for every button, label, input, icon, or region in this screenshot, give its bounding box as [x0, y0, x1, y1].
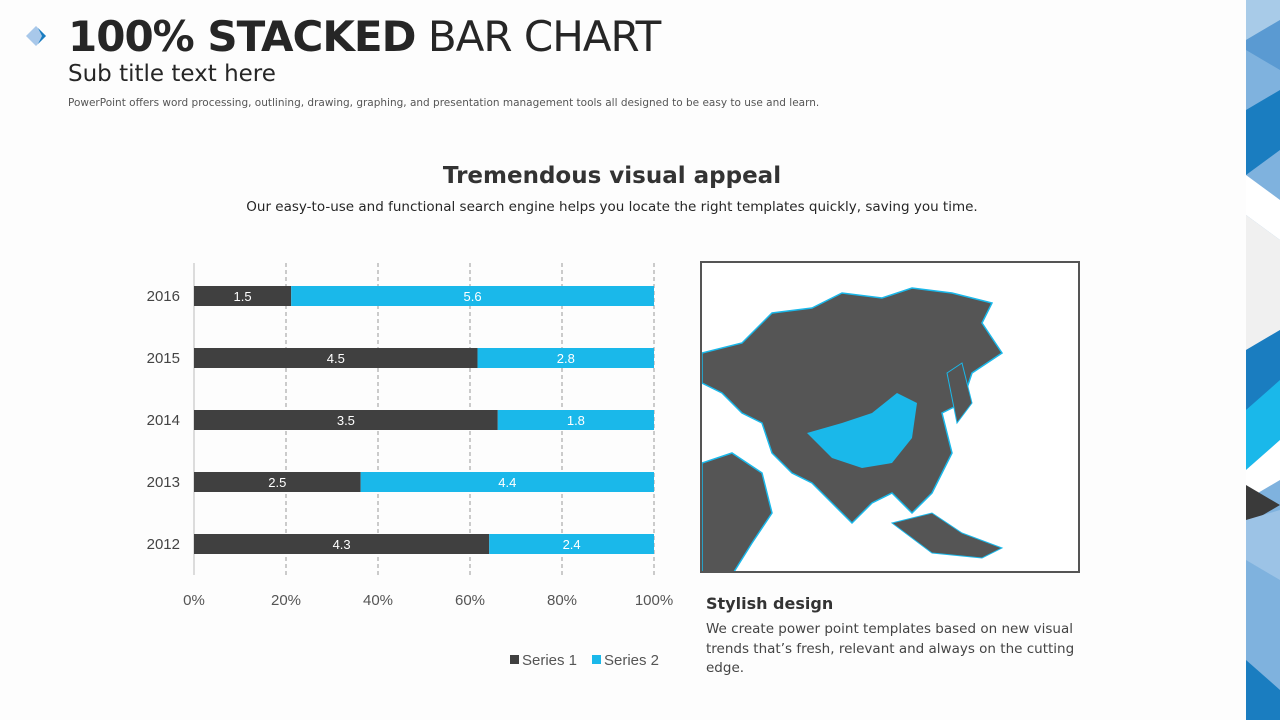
legend-label: Series 1 — [522, 652, 577, 669]
data-label: 4.4 — [498, 475, 516, 490]
title-bold: 100% STACKED — [68, 12, 416, 61]
data-label: 2.4 — [563, 537, 581, 552]
x-tick-label: 0% — [183, 592, 205, 609]
y-tick-label: 2015 — [147, 350, 180, 367]
legend-swatch — [510, 655, 519, 664]
bar-segment-1 — [194, 348, 478, 368]
data-label: 5.6 — [464, 289, 482, 304]
bar-segment-2 — [477, 348, 654, 368]
bar-segment-2 — [489, 534, 654, 554]
bar-segment-1 — [194, 286, 292, 306]
bar-segment-1 — [194, 534, 490, 554]
legend-label: Series 2 — [604, 652, 659, 669]
side-text: We create power point templates based on… — [706, 621, 1075, 676]
data-label: 4.5 — [327, 351, 345, 366]
title-light: BAR CHART — [427, 12, 661, 61]
decorative-strip — [1246, 0, 1280, 720]
diamond-bullet-icon — [26, 26, 46, 46]
data-label: 1.8 — [567, 413, 585, 428]
legend-swatch — [592, 655, 601, 664]
section-title: Tremendous visual appeal — [442, 163, 782, 189]
x-tick-label: 100% — [635, 592, 673, 609]
y-tick-label: 2012 — [147, 536, 180, 553]
data-label: 3.5 — [337, 413, 355, 428]
x-tick-label: 20% — [271, 592, 301, 609]
data-label: 2.8 — [557, 351, 575, 366]
data-label: 1.5 — [234, 289, 252, 304]
subtitle: Sub title text here — [68, 61, 276, 87]
bar-segment-2 — [360, 472, 654, 492]
x-tick-label: 40% — [363, 592, 393, 609]
bar-segment-1 — [194, 410, 498, 430]
data-label: 4.3 — [333, 537, 351, 552]
y-tick-label: 2016 — [147, 288, 180, 305]
section-description: Our easy-to-use and functional search en… — [246, 199, 978, 215]
x-tick-label: 80% — [547, 592, 577, 609]
map-image — [702, 287, 1004, 571]
description: PowerPoint offers word processing, outli… — [68, 97, 820, 109]
bar-segment-1 — [194, 472, 361, 492]
x-tick-label: 60% — [455, 592, 485, 609]
page-title: 100% STACKED BAR CHART — [68, 12, 661, 61]
asia-map — [700, 261, 1080, 573]
y-tick-label: 2014 — [147, 412, 180, 429]
side-title: Stylish design — [706, 594, 834, 613]
y-tick-label: 2013 — [147, 474, 180, 491]
stacked-bar-chart: 0% 20% 40% 60% 80% 100% 2012 4.3 2.4 2013 2.5 4.4 20… — [147, 263, 673, 669]
data-label: 2.5 — [268, 475, 286, 490]
bar-segment-2 — [497, 410, 654, 430]
bar-segment-2 — [291, 286, 654, 306]
